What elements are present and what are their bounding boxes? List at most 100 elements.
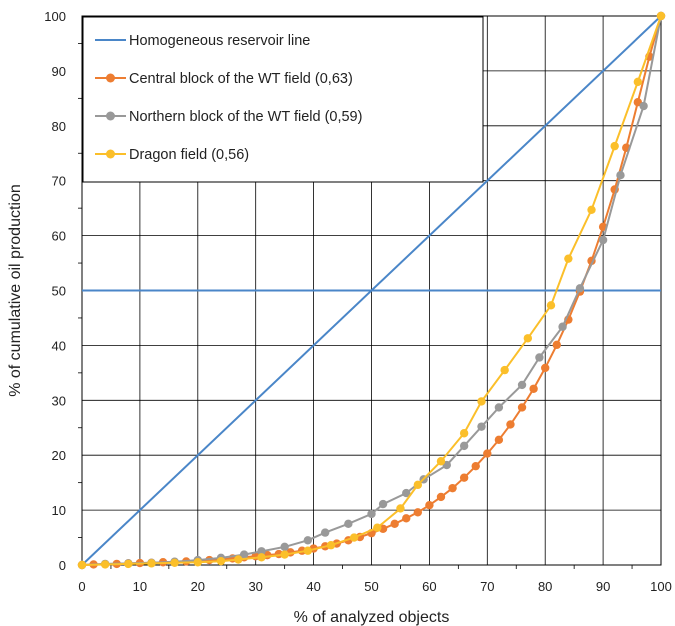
y-tick-label: 0 [59, 558, 66, 573]
x-tick-label: 40 [306, 579, 320, 594]
data-point [535, 353, 544, 362]
data-point [367, 509, 376, 519]
series-1 [81, 15, 662, 566]
data-point [413, 480, 423, 490]
x-tick-label: 30 [248, 579, 262, 594]
data-point [459, 441, 469, 451]
data-point [280, 550, 289, 559]
data-point [610, 141, 619, 151]
y-tick-label: 50 [52, 284, 66, 299]
y-tick-label: 60 [52, 229, 66, 244]
data-point [216, 556, 226, 566]
legend-label: Dragon field (0,56) [129, 147, 249, 163]
x-tick-label: 60 [422, 579, 436, 594]
data-point [344, 519, 353, 529]
series-line [81, 15, 662, 566]
data-point [320, 528, 330, 537]
legend: Homogeneous reservoir line Central block … [82, 16, 484, 183]
data-point [396, 504, 405, 513]
data-point [633, 77, 643, 87]
y-tick-label: 80 [52, 119, 66, 134]
legend-marker [106, 149, 115, 159]
data-point [413, 508, 423, 517]
x-tick-label: 80 [538, 579, 552, 594]
y-axis-title: % of cumulative oil production [7, 184, 24, 397]
data-point [517, 403, 527, 412]
data-point [326, 541, 336, 550]
y-tick-label: 40 [52, 338, 66, 353]
data-point [234, 555, 243, 564]
y-tick-label: 90 [52, 64, 66, 79]
data-point [477, 397, 486, 406]
data-point [552, 340, 561, 350]
data-point [390, 519, 399, 529]
data-point [494, 435, 504, 445]
data-point [257, 553, 266, 562]
data-point [523, 334, 533, 343]
data-point [349, 533, 359, 542]
legend-box [82, 16, 484, 183]
legend-marker [106, 73, 115, 83]
data-point [639, 101, 648, 111]
y-tick-label: 10 [52, 503, 66, 518]
data-point [425, 500, 434, 510]
data-point [257, 547, 266, 556]
data-point [541, 363, 550, 373]
data-point [575, 284, 585, 293]
data-point [459, 429, 469, 438]
x-tick-label: 10 [133, 579, 147, 594]
data-point [459, 473, 469, 482]
data-point [77, 560, 87, 570]
y-tick-label: 70 [52, 174, 66, 189]
data-point [124, 559, 133, 569]
legend-label: Northern block of the WT field (0,59) [129, 109, 362, 125]
legend-item: Dragon field (0,56) [95, 147, 249, 163]
x-tick-label: 0 [78, 579, 85, 594]
data-point [471, 461, 480, 471]
data-point [280, 542, 289, 552]
x-tick-label: 90 [596, 579, 610, 594]
series-4 [77, 11, 666, 570]
legend-label: Central block of the WT field (0,63) [129, 71, 353, 87]
data-point [436, 492, 446, 502]
data-point [616, 171, 625, 180]
y-tick-label: 20 [52, 448, 66, 463]
data-point [402, 514, 411, 523]
x-tick-label: 20 [191, 579, 205, 594]
data-point [500, 365, 509, 375]
data-point [100, 560, 110, 569]
x-axis-title: % of analyzed objects [294, 609, 450, 626]
x-tick-label: 100 [650, 579, 672, 594]
data-point [483, 449, 492, 458]
legend-label: Homogeneous reservoir line [129, 33, 310, 49]
legend-marker [106, 111, 115, 121]
data-point [448, 483, 457, 493]
y-tick-label: 30 [52, 393, 66, 408]
data-point [436, 457, 446, 466]
data-point [598, 235, 608, 245]
y-tick-label: 100 [44, 9, 66, 24]
data-point [147, 559, 156, 568]
legend-item: Northern block of the WT field (0,59) [95, 109, 362, 125]
data-point [517, 380, 527, 390]
x-tick-label: 50 [364, 579, 378, 594]
data-point [378, 499, 388, 509]
data-point [303, 536, 313, 545]
data-point [239, 550, 249, 559]
data-point [303, 546, 313, 555]
x-tick-label: 70 [480, 579, 494, 594]
data-point [529, 384, 538, 393]
legend-item: Homogeneous reservoir line [95, 33, 310, 49]
data-point [558, 322, 567, 331]
data-point [587, 205, 596, 214]
data-point [402, 488, 411, 498]
plot-area: 0 10 20 30 40 50 60 70 80 90 100 0 10 20 30 40 50 60 70 80 9… [7, 9, 672, 626]
data-point [494, 403, 504, 412]
data-point [546, 301, 556, 310]
data-point [564, 254, 573, 263]
data-point [193, 558, 202, 567]
legend-item: Central block of the WT field (0,63) [95, 71, 353, 87]
data-point [170, 558, 179, 568]
data-point [656, 11, 666, 21]
